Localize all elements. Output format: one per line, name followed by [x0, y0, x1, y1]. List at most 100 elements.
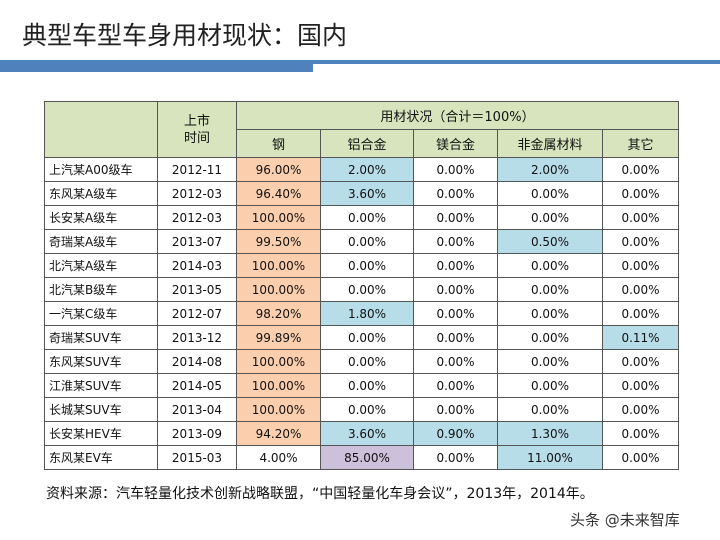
source-note: 资料来源：汽车轻量化技术创新战略联盟，“中国轻量化车身会议”，2013年，201… [46, 486, 594, 502]
slide-title: 典型车型车身用材现状：国内 [22, 21, 348, 50]
material-share-cell: 0.00% [602, 421, 679, 446]
material-share-cell: 0.00% [602, 229, 679, 254]
material-share-cell: 0.00% [413, 157, 498, 182]
table-row: 北汽某A级车 2014-03 100.00% 0.00% 0.00% 0.00% 0.00% [44, 253, 679, 278]
material-share-cell: 0.00% [320, 397, 414, 422]
material-share-cell: 0.00% [602, 301, 679, 326]
table-row: 奇瑞某SUV车 2013-12 99.89% 0.00% 0.00% 0.00% 0.11% [44, 325, 679, 350]
material-share-cell: 0.00% [602, 277, 679, 302]
material-share-cell: 0.00% [413, 205, 498, 230]
launch-date: 2012-03 [157, 205, 237, 230]
launch-date: 2013-12 [157, 325, 237, 350]
material-share-cell: 0.00% [497, 181, 603, 206]
material-share-cell: 85.00% [320, 445, 414, 470]
material-share-cell: 0.00% [497, 277, 603, 302]
material-share-cell: 100.00% [236, 373, 321, 398]
material-share-cell: 0.00% [602, 181, 679, 206]
material-share-cell: 0.00% [602, 157, 679, 182]
material-share-cell: 1.30% [497, 421, 603, 446]
material-share-cell: 0.00% [413, 181, 498, 206]
material-share-cell: 0.00% [320, 349, 414, 374]
table-row: 长安某HEV车 2013-09 94.20% 3.60% 0.90% 1.30% 0.00% [44, 421, 679, 446]
material-share-cell: 0.00% [602, 253, 679, 278]
material-share-cell: 100.00% [236, 205, 321, 230]
table-row: 上汽某A00级车 2012-11 96.00% 2.00% 0.00% 2.00% 0.00… [44, 157, 679, 182]
launch-date: 2012-07 [157, 301, 237, 326]
table-row: 东风某A级车 2012-03 96.40% 3.60% 0.00% 0.00% 0.00% [44, 181, 679, 206]
material-share-cell: 1.80% [320, 301, 414, 326]
launch-date: 2014-05 [157, 373, 237, 398]
material-share-cell: 0.00% [413, 253, 498, 278]
launch-date: 2013-04 [157, 397, 237, 422]
table-row: 东风某SUV车 2014-08 100.00% 0.00% 0.00% 0.00% 0.00… [44, 349, 679, 374]
material-share-cell: 0.00% [497, 349, 603, 374]
vehicle-name: 上汽某A00级车 [44, 157, 158, 182]
column-header: 镁合金 [413, 129, 498, 158]
vehicle-name: 北汽某B级车 [44, 277, 158, 302]
material-share-cell: 0.00% [413, 397, 498, 422]
material-share-cell: 4.00% [236, 445, 321, 470]
launch-date: 2013-07 [157, 229, 237, 254]
column-header: 非金属材料 [497, 129, 603, 158]
material-share-cell: 3.60% [320, 181, 414, 206]
material-share-cell: 0.00% [413, 325, 498, 350]
material-share-cell: 98.20% [236, 301, 321, 326]
table-row: 长安某A级车 2012-03 100.00% 0.00% 0.00% 0.00% 0.00% [44, 205, 679, 230]
header-blank [44, 101, 158, 158]
launch-date: 2013-09 [157, 421, 237, 446]
launch-date: 2012-11 [157, 157, 237, 182]
material-share-cell: 0.00% [497, 301, 603, 326]
vehicle-name: 奇瑞某A级车 [44, 229, 158, 254]
material-share-cell: 0.00% [320, 253, 414, 278]
material-share-cell: 94.20% [236, 421, 321, 446]
vehicle-name: 长安某A级车 [44, 205, 158, 230]
table-row: 奇瑞某A级车 2013-07 99.50% 0.00% 0.00% 0.50% 0.00% [44, 229, 679, 254]
material-share-cell: 0.00% [602, 349, 679, 374]
material-share-cell: 2.00% [497, 157, 603, 182]
material-share-cell: 0.00% [602, 205, 679, 230]
table-row: 江淮某SUV车 2014-05 100.00% 0.00% 0.00% 0.00% 0.00… [44, 373, 679, 398]
material-share-cell: 96.40% [236, 181, 321, 206]
material-share-cell: 0.00% [320, 373, 414, 398]
material-share-cell: 0.00% [602, 397, 679, 422]
header-date: 上市 时间 [157, 101, 237, 158]
title-underline-thin [313, 60, 720, 64]
vehicle-name: 北汽某A级车 [44, 253, 158, 278]
material-share-cell: 0.00% [413, 229, 498, 254]
material-share-cell: 0.11% [602, 325, 679, 350]
launch-date: 2013-05 [157, 277, 237, 302]
table-row: 长城某SUV车 2013-04 100.00% 0.00% 0.00% 0.00% 0.00… [44, 397, 679, 422]
material-share-cell: 0.00% [320, 205, 414, 230]
launch-date: 2014-03 [157, 253, 237, 278]
material-share-cell: 0.00% [497, 397, 603, 422]
material-table: 上市 时间 用材状况（合计＝100%） 钢铝合金 镁合金 非金属材料 其它 上汽某A0… [44, 101, 679, 470]
material-share-cell: 96.00% [236, 157, 321, 182]
material-share-cell: 0.00% [602, 445, 679, 470]
column-header: 其它 [602, 129, 679, 158]
material-share-cell: 0.00% [497, 373, 603, 398]
material-share-cell: 0.00% [413, 349, 498, 374]
launch-date: 2014-08 [157, 349, 237, 374]
vehicle-name: 长城某SUV车 [44, 397, 158, 422]
material-share-cell: 99.50% [236, 229, 321, 254]
material-share-cell: 0.00% [413, 445, 498, 470]
column-header: 铝合金 [320, 129, 414, 158]
material-share-cell: 0.90% [413, 421, 498, 446]
material-share-cell: 11.00% [497, 445, 603, 470]
material-share-cell: 0.00% [497, 253, 603, 278]
material-share-cell: 0.50% [497, 229, 603, 254]
launch-date: 2015-03 [157, 445, 237, 470]
vehicle-name: 奇瑞某SUV车 [44, 325, 158, 350]
material-share-cell: 2.00% [320, 157, 414, 182]
watermark: 头条 @未来智库 [570, 511, 680, 529]
header-group: 用材状况（合计＝100%） [236, 101, 679, 130]
vehicle-name: 东风某EV车 [44, 445, 158, 470]
vehicle-name: 长安某HEV车 [44, 421, 158, 446]
material-share-cell: 3.60% [320, 421, 414, 446]
material-share-cell: 0.00% [413, 301, 498, 326]
material-share-cell: 0.00% [320, 325, 414, 350]
table-row: 一汽某C级车 2012-07 98.20% 1.80% 0.00% 0.00% 0.00% [44, 301, 679, 326]
material-share-cell: 0.00% [497, 205, 603, 230]
title-underline-thick [0, 60, 313, 72]
material-share-cell: 100.00% [236, 253, 321, 278]
